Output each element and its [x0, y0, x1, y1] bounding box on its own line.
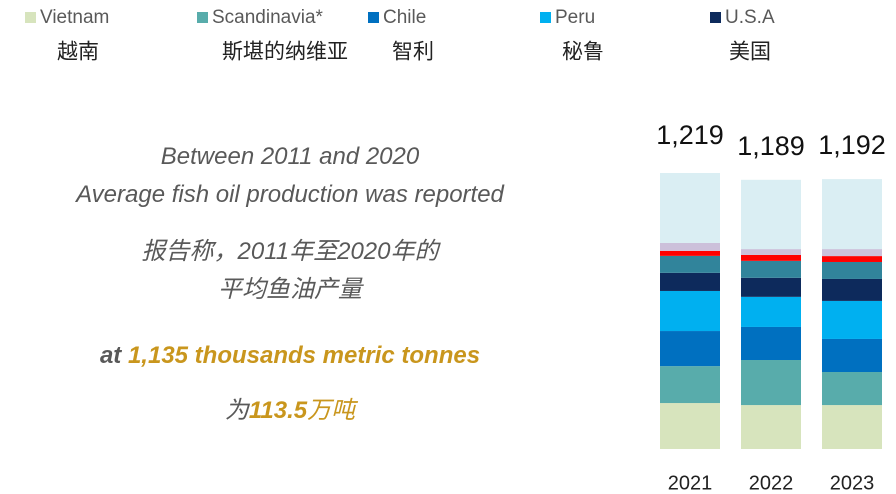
legend-label: Peru [555, 7, 595, 28]
legend-label: Vietnam [40, 7, 109, 28]
legend-translation: 美国 [729, 41, 771, 64]
message-text: 报告称，2011年至2020年的 [142, 238, 442, 265]
highlight-text: 万吨 [307, 397, 359, 424]
x-tick-label: 2021 [668, 472, 713, 494]
bar-segment [660, 173, 720, 243]
highlight-text: 1,135 thousands metric tonnes [128, 342, 480, 369]
bar-segment [660, 242, 720, 251]
x-tick-label: 2022 [749, 472, 794, 494]
bar-segment [822, 179, 882, 250]
message-line: 平均鱼油产量 [218, 276, 364, 303]
bar-segment [660, 290, 720, 332]
legend-swatch [540, 12, 551, 23]
legend-translation: 秘鲁 [562, 41, 604, 64]
bar-segment [822, 405, 882, 449]
bar-segment [741, 405, 801, 449]
bar-segment [741, 360, 801, 406]
bar-segment [741, 277, 801, 297]
bar-segment [660, 331, 720, 367]
bar-segment [822, 338, 882, 373]
legend-swatch [25, 12, 36, 23]
legend-translation: 智利 [392, 41, 434, 64]
bar-segment [660, 250, 720, 256]
total-label: 1,189 [737, 131, 805, 161]
total-label: 1,192 [818, 130, 886, 160]
message-text: Between 2011 and 2020 [161, 143, 420, 170]
bar-segment [822, 261, 882, 279]
bar-segment [741, 179, 801, 250]
legend-translation: 越南 [57, 41, 99, 64]
bar-segment [741, 296, 801, 327]
message-text: Average fish oil production was reported [74, 181, 504, 208]
x-tick-label: 2023 [830, 472, 875, 494]
bar-segment [822, 249, 882, 257]
bar-segment [660, 272, 720, 291]
bar-segment [741, 260, 801, 278]
total-label: 1,219 [656, 120, 724, 150]
message-text: 为 [225, 397, 251, 424]
bar-segment [741, 254, 801, 261]
legend-translation: 斯堪的纳维亚 [222, 41, 348, 64]
bar-segment [741, 249, 801, 255]
bar-segment [822, 278, 882, 301]
bar-segment [660, 255, 720, 273]
message-line: Between 2011 and 2020 [161, 143, 420, 170]
legend-label: Chile [383, 7, 426, 28]
legend-label: U.S.A [725, 7, 775, 28]
message-line: Average fish oil production was reported [74, 181, 504, 208]
bar-segment [660, 366, 720, 404]
bar-segment [822, 372, 882, 406]
message-line: 报告称，2011年至2020年的 [142, 238, 442, 265]
legend-swatch [710, 12, 721, 23]
legend-swatch [368, 12, 379, 23]
bar-segment [741, 326, 801, 361]
message-text: 平均鱼油产量 [218, 276, 364, 303]
bar-segment [660, 403, 720, 449]
bar-segment [822, 256, 882, 262]
bar-segment [822, 300, 882, 339]
message-line: at 1,135 thousands metric tonnes [100, 342, 480, 369]
message-line: 为113.5万吨 [225, 397, 359, 424]
legend-label: Scandinavia* [212, 7, 324, 28]
highlight-text: 113.5 [249, 397, 308, 424]
message-text: at [100, 342, 128, 369]
legend-swatch [197, 12, 208, 23]
